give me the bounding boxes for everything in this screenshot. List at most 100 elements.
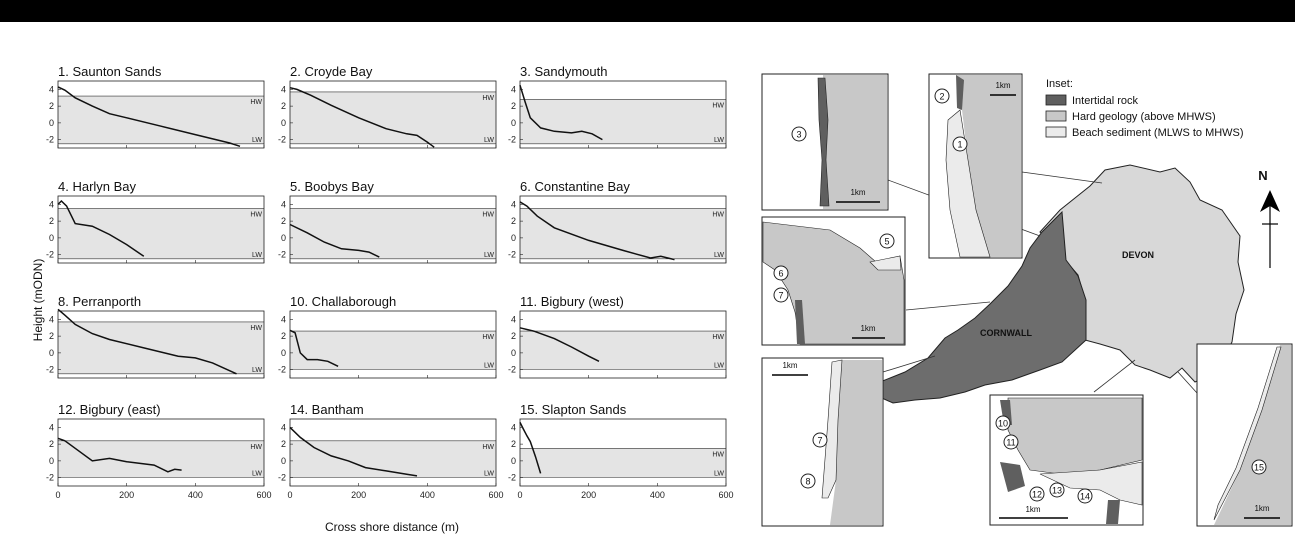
tidal-band: [58, 96, 264, 144]
svg-text:1km: 1km: [860, 324, 875, 333]
x-tick-label: 600: [488, 490, 503, 500]
y-tick-label: 0: [49, 456, 54, 466]
svg-text:15: 15: [1254, 463, 1264, 473]
y-tick-label: 4: [281, 422, 286, 432]
lw-label: LW: [252, 252, 262, 259]
profile-line: [289, 329, 339, 367]
panel-frame: [519, 80, 727, 149]
svg-text:1: 1: [957, 140, 962, 150]
tidal-band: [290, 208, 496, 259]
svg-text:1km: 1km: [1025, 505, 1040, 514]
x-tick-label: 0: [55, 490, 60, 500]
y-tick-label: 4: [49, 314, 54, 324]
svg-text:7: 7: [817, 436, 822, 446]
map: DEVON CORNWALL N Inset: Intertidal rock …: [761, 73, 1293, 527]
svg-text:12: 12: [1032, 490, 1042, 500]
x-tick-label: 400: [188, 490, 203, 500]
tidal-band: [520, 99, 726, 144]
y-tick-label: 2: [49, 101, 54, 111]
panel-title: 15. Slapton Sands: [520, 402, 627, 417]
lw-label: LW: [714, 363, 724, 370]
svg-text:8: 8: [805, 477, 810, 487]
y-tick-label: 2: [281, 101, 286, 111]
y-tick-label: 2: [281, 216, 286, 226]
lw-label: LW: [252, 137, 262, 144]
y-tick-label: -2: [46, 135, 54, 145]
panel-frame: [519, 418, 727, 487]
y-tick-label: 2: [49, 331, 54, 341]
inset-saunton-croyde: 2 1 1km: [928, 73, 1023, 259]
y-tick-label: 2: [49, 216, 54, 226]
y-tick-label: 4: [511, 314, 516, 324]
svg-text:13: 13: [1052, 486, 1062, 496]
y-tick-label: -2: [278, 135, 286, 145]
y-tick-label: 2: [49, 439, 54, 449]
svg-text:10: 10: [998, 419, 1008, 429]
y-tick-label: -2: [508, 365, 516, 375]
hw-label: HW: [482, 444, 494, 451]
y-tick-label: -2: [278, 250, 286, 260]
y-tick-label: 2: [511, 101, 516, 111]
x-tick-label: 200: [351, 490, 366, 500]
profile-line: [289, 86, 435, 148]
svg-text:11: 11: [1006, 438, 1015, 448]
profile-panel: 3. Sandymouth HW LW 4 2 0 -2: [508, 64, 727, 149]
panel-title: 6. Constantine Bay: [520, 179, 630, 194]
y-tick-label: 2: [511, 439, 516, 449]
tidal-band: [520, 448, 726, 478]
y-tick-label: 2: [511, 331, 516, 341]
y-tick-label: 0: [281, 233, 286, 243]
x-tick-label: 400: [420, 490, 435, 500]
hw-label: HW: [712, 102, 724, 109]
panel-frame: [289, 418, 497, 487]
y-axis-label: Height (mODN): [31, 259, 45, 342]
lw-label: LW: [252, 471, 262, 478]
profile-line: [289, 426, 418, 477]
profile-line: [57, 86, 241, 148]
hw-label: HW: [250, 444, 262, 451]
inset-perranporth: 7 8 1km: [761, 357, 884, 527]
panel-title: 8. Perranporth: [58, 294, 141, 309]
lw-label: LW: [484, 471, 494, 478]
inset-bigbury: 10 11 12 13 14 1km: [989, 394, 1144, 526]
svg-text:1km: 1km: [850, 188, 865, 197]
panel-title: 14. Bantham: [290, 402, 364, 417]
hw-label: HW: [712, 334, 724, 341]
profile-line: [57, 199, 145, 257]
profile-line: [57, 437, 182, 473]
svg-text:7: 7: [778, 291, 783, 301]
svg-text:N: N: [1258, 168, 1267, 183]
y-tick-label: 0: [281, 118, 286, 128]
svg-text:1km: 1km: [1254, 504, 1269, 513]
hw-label: HW: [712, 451, 724, 458]
profile-line: [57, 308, 237, 375]
y-tick-label: -2: [508, 135, 516, 145]
y-tick-label: 4: [49, 199, 54, 209]
panel-frame: [289, 195, 497, 264]
y-tick-label: 2: [281, 439, 286, 449]
panel-title: 1. Saunton Sands: [58, 64, 162, 79]
y-tick-label: 0: [281, 456, 286, 466]
svg-text:2: 2: [939, 92, 944, 102]
y-tick-label: 2: [281, 331, 286, 341]
hw-label: HW: [250, 212, 262, 219]
profile-line: [519, 327, 600, 362]
tidal-band: [58, 208, 264, 259]
panel-frame: [289, 310, 497, 379]
y-tick-label: 0: [281, 348, 286, 358]
y-tick-label: -2: [508, 473, 516, 483]
y-tick-label: -2: [278, 365, 286, 375]
y-tick-label: 4: [49, 84, 54, 94]
north-arrow-icon: N: [1258, 168, 1280, 268]
y-tick-label: -2: [46, 365, 54, 375]
y-tick-label: -2: [46, 473, 54, 483]
x-tick-label: 0: [517, 490, 522, 500]
x-tick-label: 400: [650, 490, 665, 500]
cornwall-landmass: [874, 210, 1087, 404]
x-tick-label: 600: [718, 490, 733, 500]
lw-label: LW: [484, 252, 494, 259]
tidal-band: [520, 331, 726, 370]
